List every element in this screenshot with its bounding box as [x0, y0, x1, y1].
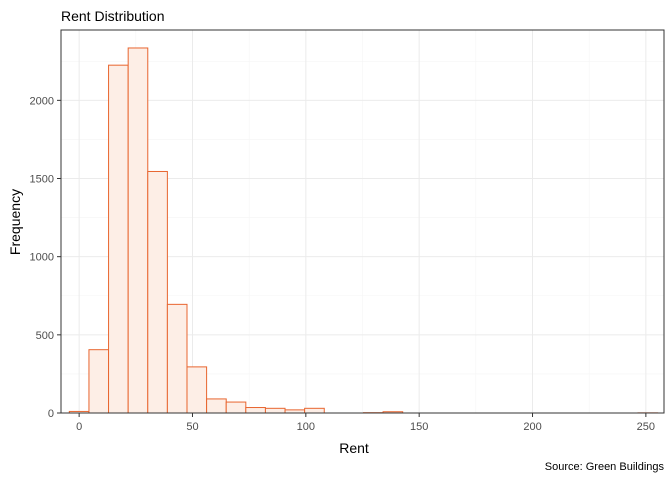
chart-title: Rent Distribution [61, 8, 165, 24]
chart-caption: Source: Green Buildings [545, 461, 665, 473]
histogram-bar [108, 64, 129, 414]
x-tick-label: 200 [523, 421, 541, 433]
y-axis-title: Frequency [7, 189, 23, 255]
histogram-bars [68, 47, 659, 414]
y-tick-label: 500 [36, 330, 54, 342]
histogram-bar [264, 407, 286, 414]
histogram-bar [186, 366, 208, 414]
y-tick-label: 2000 [30, 95, 54, 107]
histogram-bar [88, 349, 110, 414]
x-tick-label: 250 [637, 421, 655, 433]
histogram-bar [245, 407, 266, 414]
histogram-bar [166, 303, 188, 414]
y-tick-label: 0 [48, 408, 54, 420]
y-axis-ticks: 0 500 1000 1500 2000 [30, 95, 61, 420]
x-axis-ticks: 0 50 100 150 200 250 [76, 413, 655, 433]
x-tick-label: 50 [186, 421, 198, 433]
histogram-bar [206, 398, 227, 414]
panel-border [60, 29, 665, 414]
x-axis-title: Rent [339, 440, 369, 456]
y-tick-label: 1500 [30, 174, 54, 186]
x-tick-label: 0 [76, 421, 82, 433]
histogram-bar [147, 170, 168, 414]
histogram-bar [225, 401, 247, 414]
y-tick-label: 1000 [30, 252, 54, 264]
x-tick-label: 150 [410, 421, 428, 433]
x-tick-label: 100 [297, 421, 315, 433]
histogram-bar [304, 407, 325, 414]
histogram-bar [127, 47, 149, 414]
